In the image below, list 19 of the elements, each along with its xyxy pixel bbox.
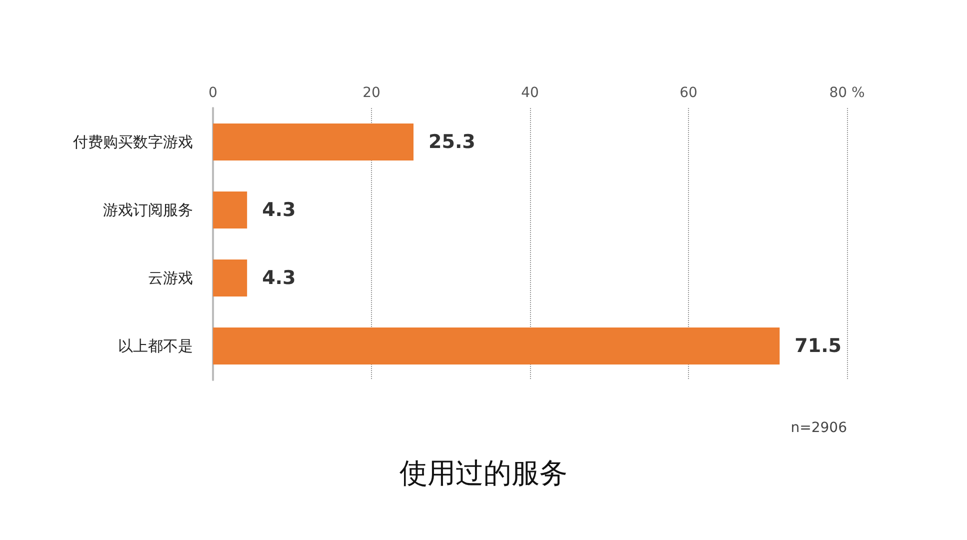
x-tick-label: 60 xyxy=(680,85,698,101)
text: n=2906 xyxy=(790,420,848,436)
x-tick-label: 20 xyxy=(362,85,380,101)
y-tick-label: 游戏订阅服务 xyxy=(103,201,193,219)
data-label: 71.5 xyxy=(794,335,842,357)
x-tick-label: 80 % xyxy=(829,85,865,101)
data-label: 4.3 xyxy=(262,199,296,221)
bar xyxy=(213,192,248,228)
bar xyxy=(213,328,780,364)
data-label: 25.3 xyxy=(428,131,476,153)
bar xyxy=(213,124,414,160)
bar xyxy=(213,260,248,296)
x-tick-label: 40 xyxy=(521,85,539,101)
x-tick-label: 0 xyxy=(208,85,218,101)
data-label: 4.3 xyxy=(262,267,296,289)
y-tick-label: 以上都不是 xyxy=(118,337,193,355)
y-tick-label: 云游戏 xyxy=(148,269,193,287)
text: 使用过的服务 xyxy=(400,456,568,490)
y-tick-label: 付费购买数字游戏 xyxy=(72,133,193,151)
